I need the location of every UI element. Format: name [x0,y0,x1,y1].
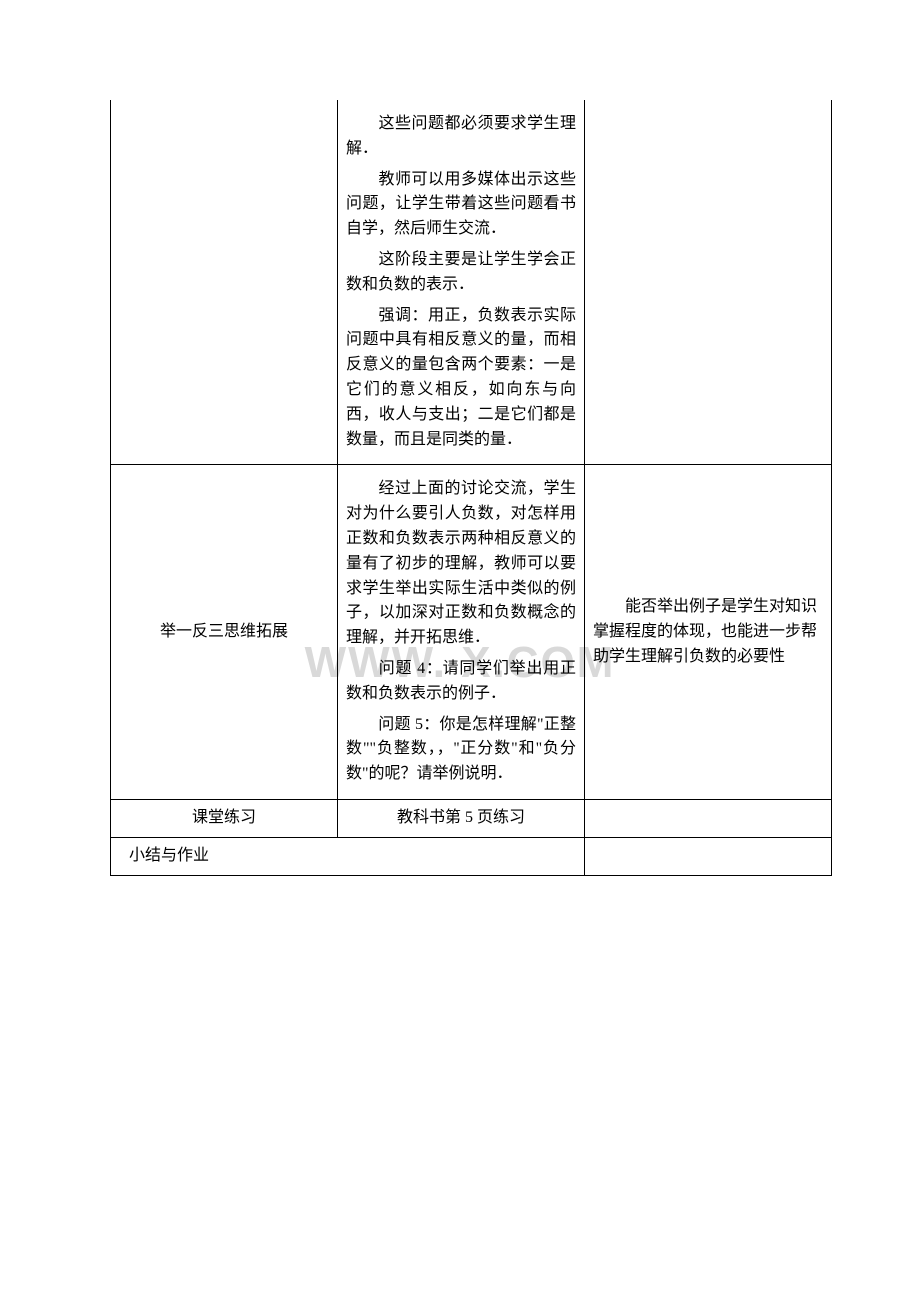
cell-notes [585,100,832,465]
cell-teaching-content: 教科书第 5 页练习 [338,799,585,837]
cell-notes [585,837,832,875]
paragraph: 能否举出例子是学生对知识掌握程度的体现，也能进一步帮助学生理解引负数的必要性 [593,595,823,669]
cell-teaching-content: 经过上面的讨论交流，学生对为什么要引人负数，对怎样用正数和负数表示两种相反意义的… [338,465,585,800]
paragraph: 强调：用正，负数表示实际问题中具有相反意义的量，而相反意义的量包含两个要素：一是… [346,304,576,453]
paragraph: 问题 4：请同学们举出用正数和负数表示的例子． [346,657,576,707]
cell-teaching-content: 这些问题都必须要求学生理解． 教师可以用多媒体出示这些问题，让学生带着这些问题看… [338,100,585,465]
paragraph: 教师可以用多媒体出示这些问题，让学生带着这些问题看书自学，然后师生交流． [346,168,576,242]
paragraph-text: 教师可以用多媒体出示这些问题，让学生带着这些问题看书自学，然后师生交流． [346,171,576,238]
paragraph-text: 问题 5：你是怎样理解"正整数""负整数，，''正分数"和"负分数"的呢？请举例… [346,716,576,783]
cell-notes [585,799,832,837]
content-table: 这些问题都必须要求学生理解． 教师可以用多媒体出示这些问题，让学生带着这些问题看… [110,100,832,876]
cell-section-label: 小结与作业 [111,837,585,875]
table-row: 小结与作业 [111,837,832,875]
paragraph: 问题 5：你是怎样理解"正整数""负整数，，''正分数"和"负分数"的呢？请举例… [346,713,576,787]
paragraph-text: 能否举出例子是学生对知识掌握程度的体现，也能进一步帮助学生理解引负数的必要性 [593,598,817,665]
table-row: 举一反三思维拓展 经过上面的讨论交流，学生对为什么要引人负数，对怎样用正数和负数… [111,465,832,800]
table-row: 课堂练习 教科书第 5 页练习 [111,799,832,837]
paragraph-text: 这阶段主要是让学生学会正数和负数的表示． [346,251,576,293]
paragraph: 这些问题都必须要求学生理解． [346,112,576,162]
paragraph-text: 强调：用正，负数表示实际问题中具有相反意义的量，而相反意义的量包含两个要素：一是… [346,307,576,448]
table-row: 这些问题都必须要求学生理解． 教师可以用多媒体出示这些问题，让学生带着这些问题看… [111,100,832,465]
cell-section-label: 课堂练习 [111,799,338,837]
paragraph-text: 问题 4：请同学们举出用正数和负数表示的例子． [346,660,576,702]
cell-notes: 能否举出例子是学生对知识掌握程度的体现，也能进一步帮助学生理解引负数的必要性 [585,465,832,800]
cell-section-label: 举一反三思维拓展 [111,465,338,800]
paragraph-text: 这些问题都必须要求学生理解． [346,115,576,157]
paragraph-text: 经过上面的讨论交流，学生对为什么要引人负数，对怎样用正数和负数表示两种相反意义的… [346,480,576,646]
paragraph: 经过上面的讨论交流，学生对为什么要引人负数，对怎样用正数和负数表示两种相反意义的… [346,477,576,651]
cell-section-label [111,100,338,465]
paragraph: 这阶段主要是让学生学会正数和负数的表示． [346,248,576,298]
document-page: 这些问题都必须要求学生理解． 教师可以用多媒体出示这些问题，让学生带着这些问题看… [0,0,920,936]
